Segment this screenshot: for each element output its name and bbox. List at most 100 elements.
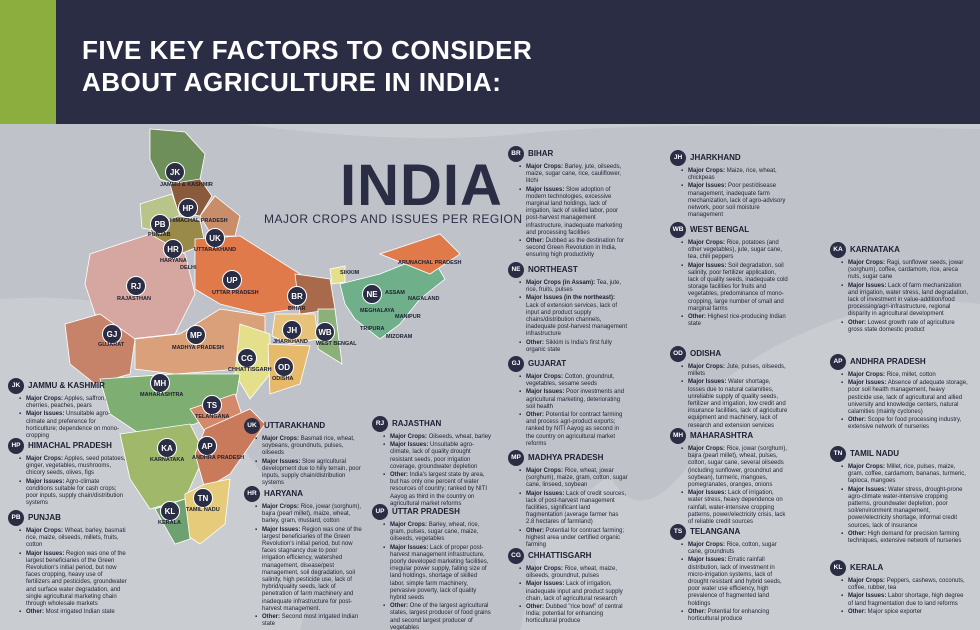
region-badge: NE	[508, 262, 524, 278]
region-item: Other: Lowest growth rate of agriculture…	[841, 320, 970, 334]
region-name: MAHARASHTRA	[690, 431, 754, 441]
item-value: Peppers, cashews, coconuts, coffee, rubb…	[848, 578, 965, 592]
item-value: Rice, jowar (sorghum), bajra (pearl mill…	[262, 504, 362, 525]
map-badge-tn[interactable]: TN	[193, 488, 213, 508]
region-header: JK JAMMU & KASHMIR	[8, 378, 126, 394]
item-key: Major Issues:	[688, 262, 727, 269]
region-header: TN TAMIL NADU	[830, 446, 970, 462]
map-badge-ts[interactable]: TS	[202, 395, 222, 415]
region-header: HR HARYANA	[244, 486, 362, 502]
region-items: Major Crops: Oilseeds, wheat, barleyMajo…	[372, 434, 492, 508]
region-item: Major Crops: Apples, seed potatoes, ging…	[19, 456, 126, 478]
map-badge-uk[interactable]: UK	[205, 228, 225, 248]
region-items: Major Crops: Rice, cotton, sugar cane, g…	[670, 542, 788, 623]
item-value: Highest rice-producing Indian state	[688, 314, 786, 328]
region-item: Major Crops (in Assam): Tea, jute, rice,…	[519, 280, 628, 294]
map-badge-hp[interactable]: HP	[178, 198, 198, 218]
item-key: Major Issues:	[390, 544, 429, 551]
region-panel: JH JHARKHAND Major Crops: Maize, rice, whe…	[670, 150, 788, 220]
map-badge-ka[interactable]: KA	[157, 438, 177, 458]
region-item: Major Crops: Basmati rice, wheat, soybea…	[255, 436, 362, 458]
map-badge-rj[interactable]: RJ	[126, 276, 146, 296]
map-badge-mp[interactable]: MP	[186, 325, 206, 345]
map-badge-mh[interactable]: MH	[150, 373, 170, 393]
item-value: Dubbed "rice bowl" of central India; pot…	[526, 604, 623, 625]
region-badge: PB	[8, 510, 24, 526]
map-badge-kl[interactable]: KL	[160, 501, 180, 521]
region-header: UP UTTAR PRADESH	[372, 504, 492, 520]
region-header: HP HIMACHAL PRADESH	[8, 438, 126, 454]
item-value: Millet, rice, pulses, maize, gram, coffe…	[848, 464, 966, 485]
region-item: Other: One of the largest agricultural s…	[383, 603, 492, 630]
region-panel: HP HIMACHAL PRADESH Major Crops: Apples, s…	[8, 438, 126, 508]
map-badge-pb[interactable]: PB	[150, 214, 170, 234]
region-badge: WB	[670, 222, 686, 238]
region-items: Major Crops: Peppers, cashews, coconuts,…	[830, 578, 970, 616]
map-label-gj: GUJARAT	[98, 342, 125, 348]
region-panel: HR HARYANA Major Crops: Rice, jowar (sorgh…	[244, 486, 362, 629]
region-item: Other: High demand for precision farming…	[841, 531, 970, 545]
map-badge-ne[interactable]: NE	[362, 284, 382, 304]
title-line-2: ABOUT AGRICULTURE IN INDIA:	[82, 67, 502, 97]
region-badge: JH	[670, 150, 686, 166]
map-badge-hr[interactable]: HR	[163, 239, 183, 259]
item-value: Barley, wheat, rice, gram, pulses, sugar…	[390, 522, 480, 543]
map-badge-br[interactable]: BR	[287, 286, 307, 306]
item-value: Wheat, barley, basmati rice, maize, oils…	[26, 528, 126, 549]
item-value: Oilseeds, wheat, barley	[428, 434, 492, 440]
item-value: Lack of extension services, lack of inpu…	[526, 302, 628, 338]
map-badge-wb[interactable]: WB	[315, 322, 335, 342]
region-header: OD ODISHA	[670, 346, 788, 362]
map-label-mizoram: MIZORAM	[386, 334, 413, 340]
region-item: Major Issues: Labor shortage, high degre…	[841, 593, 970, 607]
map-badge-up[interactable]: UP	[222, 270, 242, 290]
region-item: Other: Major spice exporter	[841, 609, 970, 616]
map-label-cg: CHHATTISGARH	[228, 367, 272, 373]
region-name: PUNJAB	[28, 513, 61, 523]
item-value: Barley, jute, oilseeds, maize, sugar can…	[526, 164, 622, 185]
map-badge-ap[interactable]: AP	[197, 436, 217, 456]
region-item: Other: Potential for enhancing horticult…	[681, 609, 788, 623]
map-label-ts: TELANGANA	[195, 414, 230, 420]
region-item: Major Issues: Lack of proper post-harves…	[383, 544, 492, 603]
item-key: Major Issues:	[26, 550, 65, 557]
region-panel: RJ RAJASTHAN Major Crops: Oilseeds, wheat,…	[372, 416, 492, 509]
map-badge-jk[interactable]: JK	[165, 162, 185, 182]
region-panel: WB WEST BENGAL Major Crops: Rice, potatoes…	[670, 222, 788, 329]
map-badge-od[interactable]: OD	[274, 357, 294, 377]
map-label-assam: ASSAM	[385, 290, 405, 296]
item-key: Major Issues:	[848, 380, 887, 387]
region-badge: JK	[8, 378, 24, 394]
region-items: Major Crops: Cotton, groundnut, vegetabl…	[508, 374, 628, 448]
item-value: Rice, jowar (sorghum), bajra (pearl mill…	[688, 446, 788, 489]
map-badge-gj[interactable]: GJ	[102, 324, 122, 344]
map-label-jh: JHARKHAND	[273, 339, 308, 345]
item-key: Major Crops:	[262, 504, 300, 510]
item-value: One of the largest agricultural states, …	[390, 603, 491, 630]
region-badge: MH	[670, 428, 686, 444]
region-items: Major Crops: Rice, millet, cottonMajor I…	[830, 372, 970, 432]
item-value: Rice, cotton, sugar cane, groundnuts	[688, 542, 777, 556]
map-label-jk: JAMMU & KASHMIR	[160, 182, 213, 188]
item-key: Major Issues:	[526, 581, 565, 588]
region-header: CG CHHATTISGARH	[508, 548, 628, 564]
item-value: Agro-climate conditions suitable for cas…	[26, 478, 124, 507]
region-item: Major Crops: Rice, wheat, maize, oilseed…	[519, 566, 628, 580]
map-badge-cg[interactable]: CG	[237, 348, 257, 368]
map-badge-jh[interactable]: JH	[282, 320, 302, 340]
region-panel: TN TAMIL NADU Major Crops: Millet, rice, p…	[830, 446, 970, 546]
map-label-arunachal: ARUNACHAL PRADESH	[398, 260, 462, 266]
item-key: Other:	[26, 609, 44, 616]
region-item: Major Issues: Water stress, drought-pron…	[841, 486, 970, 530]
region-items: Major Crops: Barley, wheat, rice, gram, …	[372, 522, 492, 630]
item-key: Other:	[848, 417, 866, 424]
item-key: Major Crops:	[688, 446, 726, 452]
item-value: Rice, potatoes (and other vegetables), j…	[688, 240, 783, 261]
item-value: Lack of proper post-harvest management i…	[390, 544, 489, 602]
region-items: Major Crops: Rice, jowar (sorghum), bajr…	[670, 446, 788, 526]
item-value: Second most irrigated Indian state	[262, 614, 359, 628]
item-value: Water stress, drought-prone agro-climate…	[848, 486, 963, 529]
map-label-nagaland: NAGALAND	[408, 296, 440, 302]
region-item: Major Issues: Agro-climate conditions su…	[19, 478, 126, 508]
region-badge: CG	[508, 548, 524, 564]
